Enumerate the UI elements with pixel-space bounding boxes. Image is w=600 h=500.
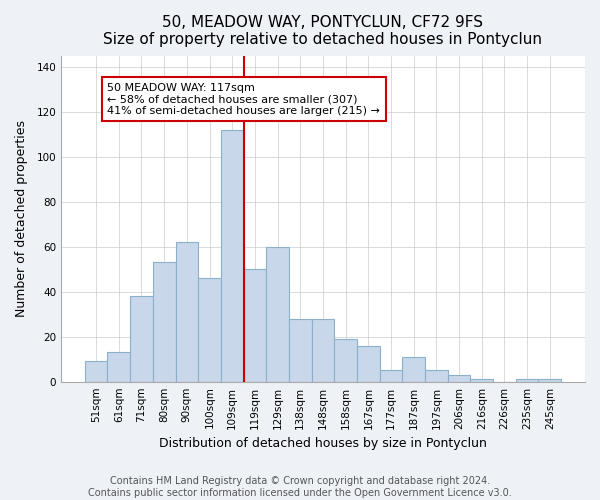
Bar [107, 352, 130, 382]
Bar [516, 380, 538, 382]
Text: 50 MEADOW WAY: 117sqm
← 58% of detached houses are smaller (307)
41% of semi-det: 50 MEADOW WAY: 117sqm ← 58% of detached … [107, 82, 380, 116]
Bar [244, 269, 266, 382]
Bar [380, 370, 403, 382]
Bar [198, 278, 221, 382]
Bar [176, 242, 198, 382]
Y-axis label: Number of detached properties: Number of detached properties [15, 120, 28, 317]
Bar [289, 318, 311, 382]
Bar [153, 262, 176, 382]
Bar [334, 339, 357, 382]
Bar [470, 380, 493, 382]
Bar [538, 380, 561, 382]
Bar [403, 357, 425, 382]
Bar [425, 370, 448, 382]
Bar [311, 318, 334, 382]
Title: 50, MEADOW WAY, PONTYCLUN, CF72 9FS
Size of property relative to detached houses: 50, MEADOW WAY, PONTYCLUN, CF72 9FS Size… [103, 15, 542, 48]
Bar [448, 375, 470, 382]
Bar [221, 130, 244, 382]
Bar [357, 346, 380, 382]
Text: Contains HM Land Registry data © Crown copyright and database right 2024.
Contai: Contains HM Land Registry data © Crown c… [88, 476, 512, 498]
Bar [266, 246, 289, 382]
X-axis label: Distribution of detached houses by size in Pontyclun: Distribution of detached houses by size … [159, 437, 487, 450]
Bar [130, 296, 153, 382]
Bar [85, 362, 107, 382]
